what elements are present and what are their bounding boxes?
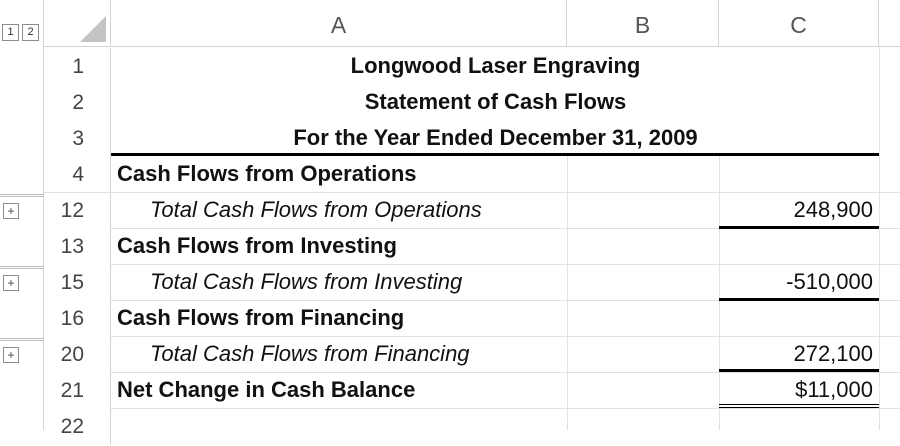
net-change-label[interactable]: Net Change in Cash Balance — [117, 377, 416, 402]
expand-group-investing-button[interactable]: + — [3, 275, 19, 291]
grid-line — [111, 264, 900, 265]
grid-line — [111, 372, 900, 373]
section-label-investing[interactable]: Cash Flows from Investing — [117, 233, 397, 258]
column-header-d-partial[interactable] — [879, 0, 900, 47]
section-label-operations[interactable]: Cash Flows from Operations — [117, 161, 417, 186]
row-header[interactable]: 16 — [44, 300, 111, 336]
grid-line — [111, 336, 900, 337]
total-label-investing[interactable]: Total Cash Flows from Investing — [150, 269, 463, 294]
grid-line — [111, 228, 900, 229]
expand-group-financing-button[interactable]: + — [3, 347, 19, 363]
grid-line — [719, 156, 720, 430]
report-company-name[interactable]: Longwood Laser Engraving — [350, 53, 641, 78]
row-header-divider — [44, 192, 111, 193]
row-header[interactable]: 15 — [44, 264, 111, 300]
report-title[interactable]: Statement of Cash Flows — [364, 89, 627, 114]
row-header[interactable]: 13 — [44, 228, 111, 264]
grid-line — [111, 192, 900, 193]
grid-line — [111, 408, 900, 409]
expand-group-operations-button[interactable]: + — [3, 203, 19, 219]
row-header[interactable]: 21 — [44, 372, 111, 408]
total-value-financing[interactable]: 272,100 — [793, 341, 873, 366]
grid-line — [111, 300, 900, 301]
total-value-investing[interactable]: -510,000 — [786, 269, 873, 294]
group-collapsed-line — [0, 338, 44, 341]
row-header[interactable]: 12 — [44, 192, 111, 228]
double-underline-top — [719, 404, 879, 405]
outline-level-2-button[interactable]: 2 — [22, 24, 39, 41]
row-header[interactable]: 20 — [44, 336, 111, 372]
total-value-operations[interactable]: 248,900 — [793, 197, 873, 222]
column-header-a[interactable]: A — [111, 0, 567, 47]
outline-level-1-button[interactable]: 1 — [2, 24, 19, 41]
row-header[interactable]: 4 — [44, 156, 111, 192]
total-label-financing[interactable]: Total Cash Flows from Financing — [150, 341, 470, 366]
row-header[interactable]: 22 — [44, 408, 111, 444]
report-period[interactable]: For the Year Ended December 31, 2009 — [293, 125, 698, 150]
group-collapsed-line — [0, 266, 44, 269]
section-label-financing[interactable]: Cash Flows from Financing — [117, 305, 405, 330]
grid-line — [879, 47, 880, 430]
row-header[interactable]: 1 — [44, 48, 111, 84]
group-collapsed-line — [0, 194, 44, 197]
grid-line — [567, 156, 568, 430]
select-all-triangle-icon — [80, 16, 106, 42]
row-header[interactable]: 2 — [44, 84, 111, 120]
cell-bottom-border — [719, 298, 879, 301]
title-bottom-border — [111, 153, 879, 156]
double-underline-bottom — [719, 407, 879, 408]
column-header-c[interactable]: C — [719, 0, 879, 47]
cell-bottom-border — [719, 369, 879, 372]
total-label-operations[interactable]: Total Cash Flows from Operations — [150, 197, 482, 222]
column-header-b[interactable]: B — [567, 0, 719, 47]
net-change-value[interactable]: $11,000 — [795, 377, 873, 402]
row-header[interactable]: 3 — [44, 120, 111, 156]
cell-bottom-border — [719, 226, 879, 229]
